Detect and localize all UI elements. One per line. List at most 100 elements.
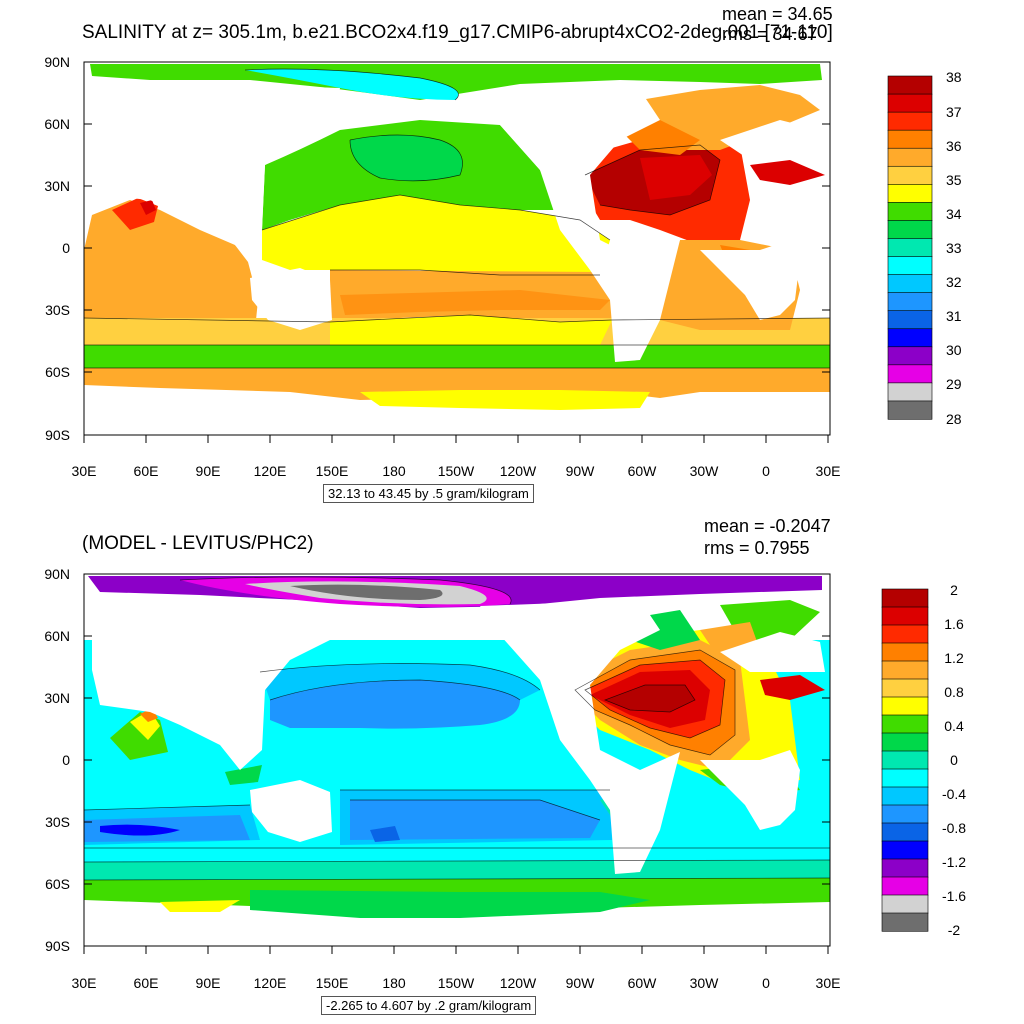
top-red-sea-core [140, 200, 156, 215]
bottom-colorbar-swatch [881, 714, 929, 734]
bot-lon-label: 30W [690, 975, 720, 991]
bot-lat-label-30s: 30S [45, 814, 70, 830]
bot-land-europe [720, 632, 825, 672]
bot-bengal-green [225, 765, 262, 785]
bottom-colorbar-swatch [881, 642, 929, 662]
bot-lat-label-90s: 90S [45, 938, 70, 954]
top-land-antarctica [84, 402, 830, 435]
top-colorbar-swatch [887, 220, 933, 240]
bottom-colorbar-swatch [881, 732, 929, 752]
top-map-title: SALINITY at z= 305.1m, b.e21.BCO2x4.f19_… [82, 22, 833, 43]
bot-land-asia [92, 596, 330, 770]
top-npacific-teal [350, 135, 463, 181]
top-spacific-orange2 [340, 290, 610, 315]
bot-spac-blue [350, 800, 600, 840]
bottom-colorbar-swatch [881, 822, 929, 842]
top-colorbar [887, 75, 933, 420]
bottom-colorbar-swatch [881, 894, 929, 914]
bot-sind-darkblue [100, 824, 180, 836]
top-colorbar-label: 34 [946, 206, 962, 222]
top-colorbar-label: 37 [946, 104, 962, 120]
top-lon-label: 30E [72, 463, 97, 479]
bottom-colorbar-label: -1.6 [942, 888, 966, 904]
bot-lon-label: 60E [134, 975, 159, 991]
bot-lon-label: 120W [500, 975, 537, 991]
bot-lon-label: 30E [816, 975, 841, 991]
top-lat-label-30n: 30N [44, 178, 70, 194]
bot-arctic-dark [290, 584, 443, 600]
bottom-colorbar-swatch [881, 876, 929, 896]
top-colorbar-swatch [887, 75, 933, 95]
bot-lon-label: 90E [196, 975, 221, 991]
top-colorbar-swatch [887, 292, 933, 312]
top-map-fields [83, 64, 831, 435]
top-colorbar-swatch [887, 147, 933, 167]
bot-land-africa [700, 750, 800, 830]
top-lon-label: 90W [566, 463, 596, 479]
top-colorbar-swatch [887, 364, 933, 384]
top-lon-label: 90E [196, 463, 221, 479]
bot-lat-label-60n: 60N [44, 628, 70, 644]
bottom-colorbar-swatch [881, 768, 929, 788]
top-colorbar-label: 33 [946, 240, 962, 256]
bottom-map-title: (MODEL - LEVITUS/PHC2) [82, 533, 314, 554]
bottom-colorbar-swatch [881, 588, 929, 608]
bot-med [760, 675, 825, 700]
bot-ant-darkgreen [250, 890, 650, 918]
top-land-europe [720, 120, 825, 160]
bottom-colorbar-swatch [881, 840, 929, 860]
top-colorbar-swatch [887, 328, 933, 348]
top-lon-label: 60W [628, 463, 658, 479]
bottom-colorbar-swatch [881, 678, 929, 698]
top-colorbar-label: 38 [946, 69, 962, 85]
bottom-colorbar-label: 1.2 [944, 650, 964, 666]
bot-spac-darkblue [370, 826, 400, 842]
bottom-contour-info: -2.265 to 4.607 by .2 gram/kilogram [321, 996, 537, 1015]
top-lon-ticks [83, 435, 829, 443]
bot-npac-lightblue [260, 663, 540, 700]
top-south-green [84, 345, 830, 370]
top-lat-label-90s: 90S [45, 427, 70, 443]
top-pacific-yellow [262, 195, 610, 275]
bot-lon-label: 30E [72, 975, 97, 991]
top-colorbar-label: 32 [946, 274, 962, 290]
top-colorbar-swatch [887, 111, 933, 131]
top-lon-label: 120E [254, 463, 287, 479]
bottom-colorbar-label: -2 [948, 922, 961, 938]
top-south-yellow-pac [330, 315, 612, 345]
top-colorbar-swatch [887, 184, 933, 203]
top-lon-label: 0 [762, 463, 770, 479]
bot-lon-label: 90W [566, 975, 596, 991]
bottom-colorbar-label: 0.4 [944, 718, 964, 734]
top-colorbar-label: 29 [946, 376, 962, 392]
top-colorbar-swatch [887, 346, 933, 366]
top-lat-label-eq: 0 [62, 240, 70, 256]
top-lat-ticks [84, 61, 830, 436]
bottom-colorbar-label: -0.8 [942, 820, 966, 836]
top-lon-label: 180 [382, 463, 406, 479]
top-contour-info: 32.13 to 43.45 by .5 gram/kilogram [323, 484, 534, 503]
top-natlantic-red2 [640, 155, 712, 200]
top-arctic-teal [245, 69, 459, 100]
bot-ant-yellow [160, 900, 240, 912]
bottom-colorbar-swatch [881, 696, 929, 716]
top-lat-label-60n: 60N [44, 116, 70, 132]
bottom-colorbar-label: -0.4 [942, 786, 966, 802]
bot-lon-label: 150W [438, 975, 475, 991]
top-lon-label: 60E [134, 463, 159, 479]
bottom-colorbar-swatch [881, 606, 929, 626]
bottom-colorbar-swatch [881, 660, 929, 680]
top-colorbar-label: 28 [946, 411, 962, 427]
top-lon-label: 30E [816, 463, 841, 479]
bottom-rms-label: rms = 0.7955 [704, 538, 810, 558]
top-rms-label: rms = 34.67 [722, 24, 818, 44]
bot-lat-label-60s: 60S [45, 876, 70, 892]
bottom-colorbar-swatch [881, 804, 929, 824]
top-colorbar-swatch [887, 400, 933, 420]
top-land-asia [92, 82, 340, 250]
top-colorbar-label: 36 [946, 138, 962, 154]
bot-land-antarctica [84, 912, 830, 946]
bot-land-americas [480, 600, 680, 874]
bot-lon-label: 150E [316, 975, 349, 991]
